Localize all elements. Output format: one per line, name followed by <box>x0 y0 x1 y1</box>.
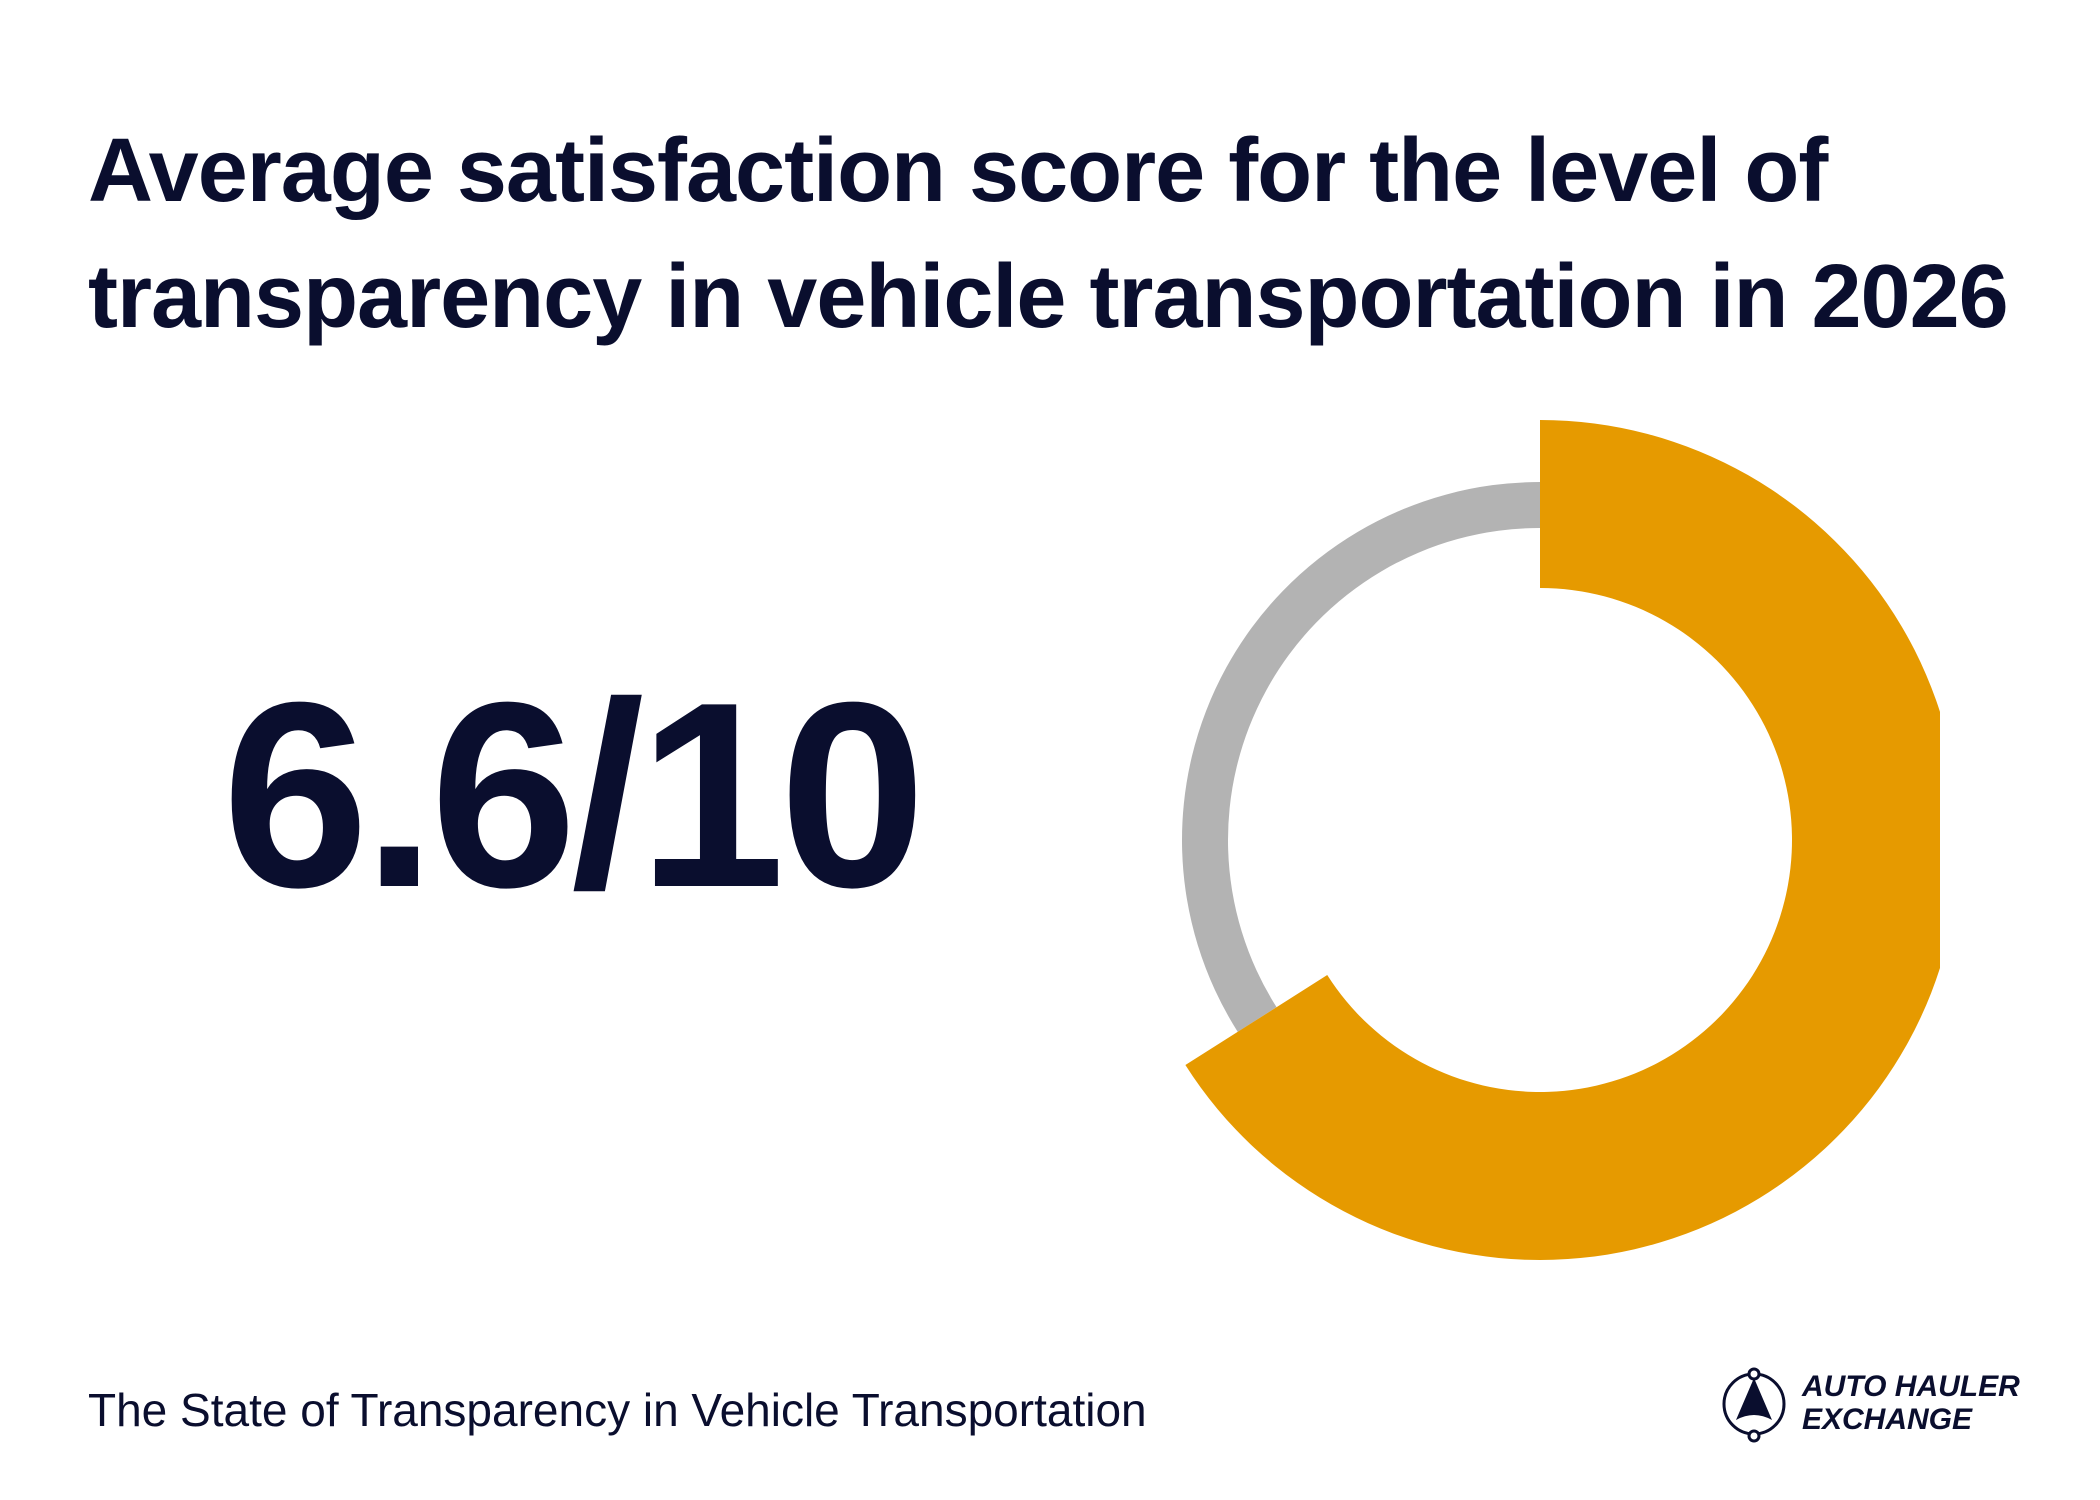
brand-name-line-2: EXCHANGE <box>1802 1403 1973 1436</box>
score-value: 6.6/10 <box>222 647 926 942</box>
brand-name: AUTO HAULER EXCHANGE <box>1802 1370 2020 1436</box>
chart-title-line-2: transparency in vehicle transportation i… <box>88 247 2009 347</box>
gauge-slice-remaining <box>1182 482 1540 1032</box>
chart-title: Average satisfaction score for the level… <box>88 108 2038 360</box>
auto-hauler-exchange-logo-icon <box>1722 1367 1786 1443</box>
gauge-slice-score <box>1185 420 1940 1260</box>
brand-name-line-1: AUTO HAULER <box>1802 1370 2020 1403</box>
source-caption: The State of Transparency in Vehicle Tra… <box>88 1384 1147 1436</box>
brand-logo: AUTO HAULER EXCHANGE <box>1718 1360 2038 1450</box>
chart-title-line-1: Average satisfaction score for the level… <box>88 121 1828 221</box>
donut-gauge-chart <box>1182 420 1940 1260</box>
